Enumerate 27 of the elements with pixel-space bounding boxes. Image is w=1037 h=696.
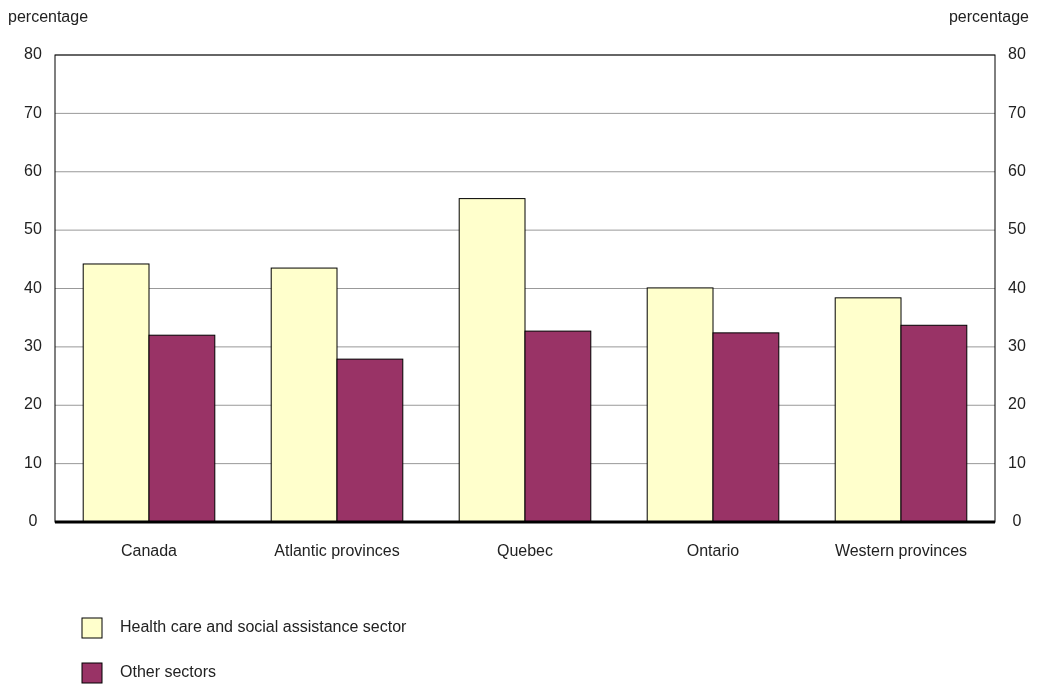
y2-tick-label: 20 [1008, 395, 1026, 413]
x-tick-label: Quebec [496, 542, 554, 560]
y2-tick-label: 0 [1012, 512, 1022, 530]
y-tick-label: 30 [24, 337, 42, 355]
y2-tick-label: 30 [1008, 337, 1026, 355]
x-tick-label: Canada [120, 542, 178, 560]
y-tick-label: 70 [24, 103, 42, 121]
y2-tick-label: 40 [1008, 278, 1026, 296]
y-tick-label: 20 [24, 395, 42, 413]
x-tick-label: Western provinces [834, 542, 968, 560]
y2-tick-label: 10 [1008, 453, 1026, 471]
y-tick-label: 80 [24, 45, 42, 63]
y2-tick-label: 50 [1008, 220, 1026, 238]
y2-tick-label: 70 [1008, 103, 1026, 121]
y-tick-label: 40 [24, 278, 42, 296]
y-axis-title: percentage [8, 8, 89, 26]
legend-label: Other sectors [120, 663, 217, 681]
y2-tick-label: 80 [1008, 45, 1026, 63]
y-tick-label: 50 [24, 220, 42, 238]
y-tick-label: 60 [24, 161, 42, 179]
y-tick-label: 10 [24, 453, 42, 471]
y2-axis-title: percentage [948, 8, 1030, 26]
x-tick-label: Atlantic provinces [274, 542, 400, 560]
legend-label: Health care and social assistance sector [120, 618, 408, 636]
x-tick-label: Ontario [686, 542, 740, 560]
y2-tick-label: 60 [1008, 161, 1026, 179]
y-tick-label: 0 [28, 512, 38, 530]
